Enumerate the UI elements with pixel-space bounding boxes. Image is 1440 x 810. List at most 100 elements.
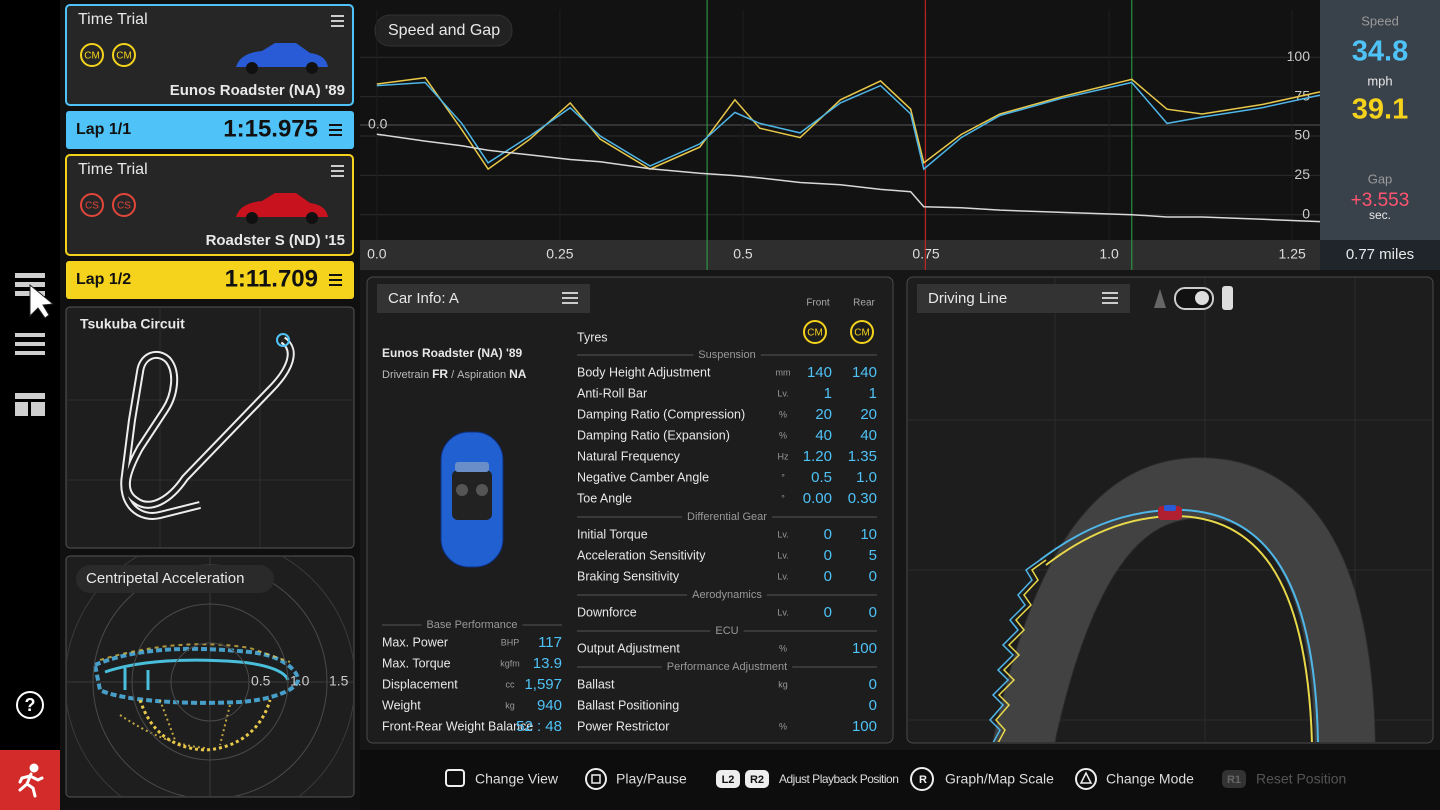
menu-icon[interactable] (1102, 292, 1118, 304)
tyre-label: CM (116, 51, 132, 62)
car-top-view (440, 431, 504, 568)
button-icon[interactable] (910, 767, 934, 791)
setting-name: Ballast Positioning (577, 698, 679, 712)
menu-icon (331, 25, 344, 27)
replay-card[interactable] (65, 4, 354, 106)
y-tick-label: 50 (1294, 127, 1310, 143)
setting-value: 0 (869, 697, 877, 714)
help-button[interactable] (16, 691, 44, 719)
menu-icon (329, 134, 342, 136)
spec-name: Front-Rear Weight Balance (382, 719, 533, 733)
ring-label: 1.0 (290, 673, 310, 689)
menu-icon (329, 284, 342, 286)
setting-name: Power Restrictor (577, 719, 669, 733)
section-title: Aerodynamics (692, 589, 762, 601)
x-tick-label: 0.5 (733, 246, 753, 262)
wheel (306, 62, 318, 74)
setting-rear: 20 (860, 406, 877, 423)
button-icon[interactable] (1222, 770, 1246, 788)
setting-front: 1 (824, 385, 832, 402)
replay-card[interactable] (65, 154, 354, 256)
control-bar (360, 750, 1440, 810)
setting-front: 0.00 (803, 490, 832, 507)
spec-value: 940 (537, 697, 562, 714)
car-icon[interactable] (1222, 286, 1233, 310)
button-icon[interactable] (585, 768, 607, 790)
setting-front: 20 (815, 406, 832, 423)
tyre-badge (80, 193, 104, 217)
setting-value: 100 (852, 640, 877, 657)
control-label: Graph/Map Scale (945, 771, 1054, 787)
tyre-label: CS (85, 201, 99, 212)
setting-rear: 0.30 (848, 490, 877, 507)
setting-name: Natural Frequency (577, 449, 681, 463)
distance-panel (1320, 240, 1440, 270)
graph-title-pill (374, 14, 513, 47)
distance: 0.77 miles (1346, 246, 1414, 263)
setting-unit: Lv. (777, 571, 788, 581)
column-label: Front (806, 298, 830, 309)
setting-name: Acceleration Sensitivity (577, 548, 706, 562)
setting-front: 0 (824, 526, 832, 543)
x-tick-label: 1.0 (1099, 246, 1119, 262)
car-info-panel (366, 276, 894, 744)
series-line (376, 81, 1321, 171)
panel-header (377, 284, 590, 313)
button-icon[interactable] (716, 770, 740, 788)
setting-front: 140 (807, 364, 832, 381)
spec-value: 1,597 (524, 676, 562, 693)
spec-unit: cc (506, 679, 516, 689)
lap-bar[interactable] (66, 261, 354, 299)
ring-label: 1.5 (329, 673, 349, 689)
column-label: Rear (853, 298, 875, 309)
car-image (236, 193, 328, 217)
tyre-badge (112, 193, 136, 217)
readout-panel (1320, 0, 1440, 240)
view-icon[interactable] (1154, 289, 1166, 308)
menu-icon (329, 124, 342, 126)
lap-label: Lap 1/2 (76, 271, 131, 288)
car-name: Roadster S (ND) '15 (206, 232, 345, 249)
lap-bar[interactable] (66, 111, 354, 149)
spec-value: 117 (538, 634, 562, 651)
menu-icon (329, 279, 342, 281)
series-line (376, 133, 1321, 223)
spec-name: Max. Power (382, 635, 448, 649)
spec-value: 52 : 48 (516, 718, 562, 735)
wheel (306, 212, 318, 224)
button-icon[interactable] (445, 769, 465, 787)
setting-unit: Lv. (777, 550, 788, 560)
menu-icon (331, 15, 344, 17)
setting-unit: ° (781, 493, 785, 503)
section-title: Suspension (698, 349, 756, 361)
spec-label: Aspiration (457, 369, 506, 381)
button-label: R (919, 774, 927, 786)
button-icon[interactable] (1075, 768, 1097, 790)
setting-rear: 1.35 (848, 448, 877, 465)
speed-a: 34.8 (1352, 36, 1408, 68)
menu-icon (331, 20, 344, 22)
setting-rear: 1.0 (856, 469, 877, 486)
gap-unit: sec. (1369, 208, 1391, 222)
menu-icon[interactable] (562, 292, 578, 304)
lap-label: Lap 1/1 (76, 121, 131, 138)
panel-title: Driving Line (928, 290, 1007, 307)
setting-front: 40 (815, 427, 832, 444)
setting-name: Output Adjustment (577, 641, 680, 655)
x-tick-label: 0.25 (546, 246, 573, 262)
setting-name: Downforce (577, 605, 637, 619)
menu-icon (329, 274, 342, 276)
car-image (236, 43, 328, 67)
button-icon[interactable] (745, 770, 769, 788)
wheel (246, 62, 258, 74)
tyre-label: CM (807, 328, 823, 339)
section-title: ECU (715, 625, 738, 637)
setting-rear: 0 (869, 604, 877, 621)
setting-front: 0.5 (811, 469, 832, 486)
speed-label: Speed (1361, 13, 1399, 28)
exit-icon (18, 763, 44, 798)
spec-unit: kgfm (500, 658, 520, 668)
map-grid (67, 308, 353, 547)
y-tick-label: 25 (1294, 166, 1310, 182)
